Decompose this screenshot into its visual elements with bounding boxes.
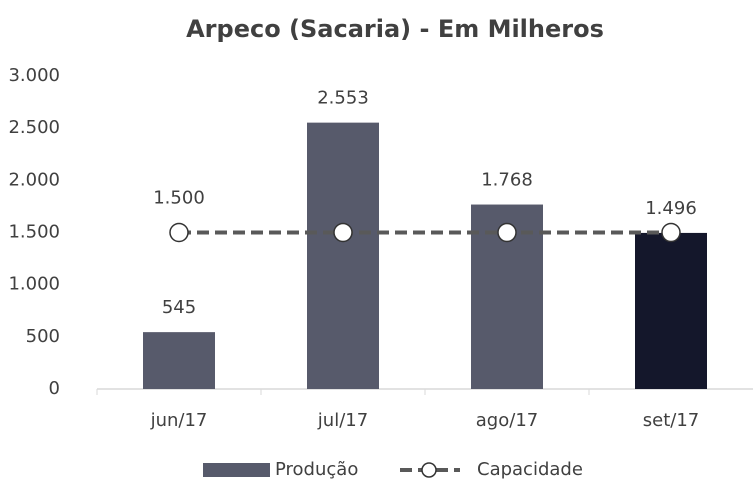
data-label: 1.500: [153, 188, 205, 209]
legend-marker: [421, 462, 437, 478]
y-tick-label: 1.000: [8, 274, 60, 295]
marker: [333, 222, 353, 243]
y-tick-label: 2.500: [8, 117, 60, 138]
data-label: 545: [162, 297, 196, 318]
marker: [661, 222, 681, 243]
legend-swatch: [203, 463, 270, 477]
y-tick-label: 1.500: [8, 222, 60, 243]
legend-label: Produção: [275, 459, 358, 480]
y-tick-label: 3.000: [8, 65, 60, 86]
y-tick-label: 0: [49, 378, 60, 399]
chart-title: Arpeco (Sacaria) - Em Milheros: [186, 15, 604, 43]
x-tick-label: jul/17: [317, 410, 368, 431]
y-tick-label: 500: [26, 326, 60, 347]
x-tick-label: ago/17: [476, 410, 538, 431]
x-tick-label: set/17: [643, 410, 699, 431]
bar: [143, 332, 215, 389]
data-label: 1.496: [645, 198, 697, 219]
marker: [497, 222, 517, 243]
y-tick-label: 2.000: [8, 169, 60, 190]
bar: [635, 232, 707, 389]
marker: [169, 222, 189, 243]
bar: [307, 122, 379, 390]
x-tick-label: jun/17: [150, 410, 208, 431]
data-label: 1.768: [481, 170, 533, 191]
legend-label: Capacidade: [477, 459, 583, 480]
data-label: 2.553: [317, 88, 369, 109]
